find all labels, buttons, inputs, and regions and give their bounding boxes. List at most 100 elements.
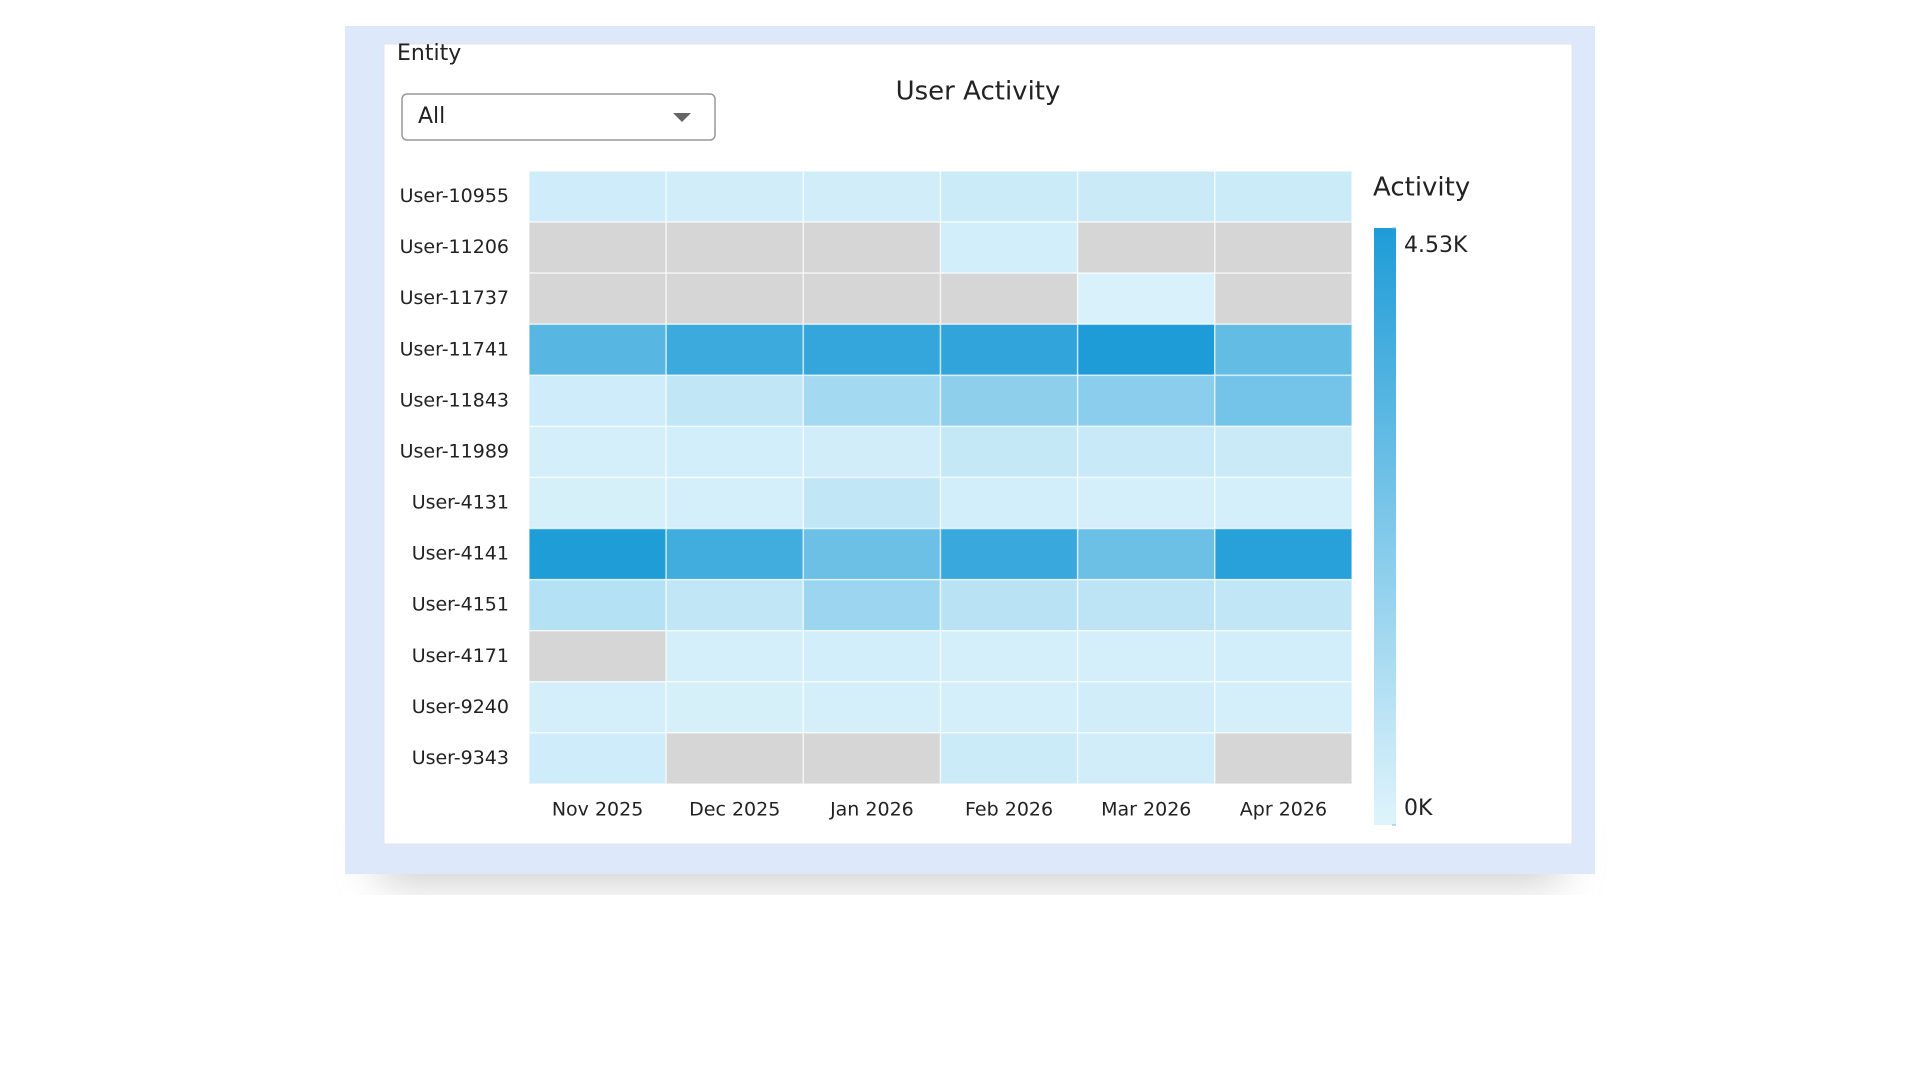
x-tick-label: Apr 2026	[1240, 799, 1327, 821]
heatmap-cell	[939, 374, 1079, 428]
colorbar-tick-label: 0K	[1404, 796, 1433, 821]
heatmap-cell	[802, 323, 942, 377]
heatmap-cell	[665, 272, 805, 325]
heatmap-cell	[665, 527, 805, 581]
colorbar	[1374, 228, 1396, 825]
heatmap-cell	[939, 630, 1079, 683]
y-tick-label: User-11843	[400, 389, 509, 411]
y-tick-label: User-9240	[412, 696, 509, 718]
heatmap-cell	[665, 732, 805, 785]
heatmap-cell	[528, 476, 667, 530]
heatmap-cell	[939, 527, 1079, 581]
y-tick-label: User-10955	[400, 185, 509, 207]
heatmap-cell	[939, 681, 1079, 734]
heatmap-cell	[802, 732, 942, 785]
y-tick-label: User-11737	[400, 287, 509, 309]
heatmap-cell	[1076, 476, 1216, 530]
x-tick-label: Jan 2026	[829, 799, 914, 821]
heatmap-cell	[939, 272, 1079, 325]
heatmap-cell	[939, 170, 1079, 223]
heatmap-cell	[528, 221, 667, 274]
heatmap-cell	[939, 221, 1079, 274]
heatmap-cell	[665, 323, 805, 377]
y-tick-label: User-11741	[400, 338, 509, 360]
legend-title: Activity	[1373, 173, 1470, 203]
heatmap-cell	[665, 476, 805, 530]
heatmap-cell	[1214, 630, 1353, 683]
heatmap-cell	[1076, 221, 1216, 274]
heatmap-cell	[1076, 681, 1216, 734]
heatmap-cell	[1076, 374, 1216, 428]
heatmap-cell	[1076, 630, 1216, 683]
heatmap-cell	[802, 681, 942, 734]
x-tick-label: Mar 2026	[1101, 799, 1191, 821]
dropdown-value[interactable]: All	[418, 104, 445, 129]
heatmap-cell	[528, 630, 667, 683]
chart-title: User Activity	[896, 77, 1061, 107]
y-tick-label: User-9343	[412, 747, 509, 769]
heatmap-cell	[939, 425, 1079, 479]
heatmap-cell	[665, 170, 805, 223]
heatmap-cell	[1214, 476, 1353, 530]
heatmap-cell	[1076, 527, 1216, 581]
heatmap-cell	[1214, 221, 1353, 274]
x-tick-label: Feb 2026	[965, 799, 1053, 821]
heatmap-cell	[665, 425, 805, 479]
heatmap-cell	[802, 425, 942, 479]
heatmap-cell	[1076, 732, 1216, 785]
y-tick-label: User-4131	[412, 492, 509, 514]
heatmap-cell	[1214, 170, 1353, 223]
heatmap-cell	[528, 272, 667, 325]
heatmap-cell	[665, 630, 805, 683]
dropdown-arrow[interactable]	[673, 113, 691, 122]
heatmap-cell	[528, 425, 667, 479]
x-tick-label: Dec 2025	[689, 799, 780, 821]
heatmap-cell	[1076, 170, 1216, 223]
colorbar-tick-label: 4.53K	[1404, 233, 1468, 258]
y-tick-label: User-11206	[400, 236, 509, 258]
heatmap-cell	[528, 681, 667, 734]
heatmap-cell	[1214, 374, 1353, 428]
heatmap-cell	[802, 272, 942, 325]
x-tick-label: Nov 2025	[552, 799, 643, 821]
heatmap-cell	[528, 732, 667, 785]
heatmap-cell	[1076, 323, 1216, 377]
heatmap-cell	[802, 527, 942, 581]
dropdown-box[interactable]	[401, 93, 716, 141]
heatmap-cell	[1214, 272, 1353, 325]
filter-label: Entity	[397, 41, 461, 66]
heatmap-cell	[1214, 578, 1353, 632]
heatmap-cell	[1214, 425, 1353, 479]
heatmap-cell	[1214, 323, 1353, 377]
y-tick-label: User-4151	[412, 594, 509, 616]
heatmap-cell	[802, 170, 942, 223]
heatmap-cell	[802, 221, 942, 274]
heatmap-cell	[1076, 272, 1216, 325]
heatmap-cell	[528, 323, 667, 377]
y-tick-label: User-4141	[412, 543, 509, 565]
heatmap-cell	[665, 374, 805, 428]
heatmap-cell	[665, 221, 805, 274]
heatmap-cell	[665, 578, 805, 632]
heatmap-cell	[528, 374, 667, 428]
heatmap-cell	[665, 681, 805, 734]
heatmap-cell	[1214, 681, 1353, 734]
heatmap-cell	[1214, 732, 1353, 785]
heatmap-cell	[1214, 527, 1353, 581]
heatmap-cell	[528, 170, 667, 223]
filter-dropdown[interactable]: All	[401, 93, 716, 141]
y-tick-label: User-4171	[412, 645, 509, 667]
heatmap-cell	[939, 323, 1079, 377]
y-tick-label: User-11989	[400, 440, 509, 462]
heatmap-cell	[939, 732, 1079, 785]
heatmap-cell	[939, 578, 1079, 632]
heatmap-cell	[528, 527, 667, 581]
heatmap-cell	[802, 630, 942, 683]
heatmap-cell	[802, 476, 942, 530]
heatmap-cell	[802, 374, 942, 428]
heatmap-cell	[1076, 578, 1216, 632]
heatmap-cell	[939, 476, 1079, 530]
heatmap-cell	[802, 578, 942, 632]
